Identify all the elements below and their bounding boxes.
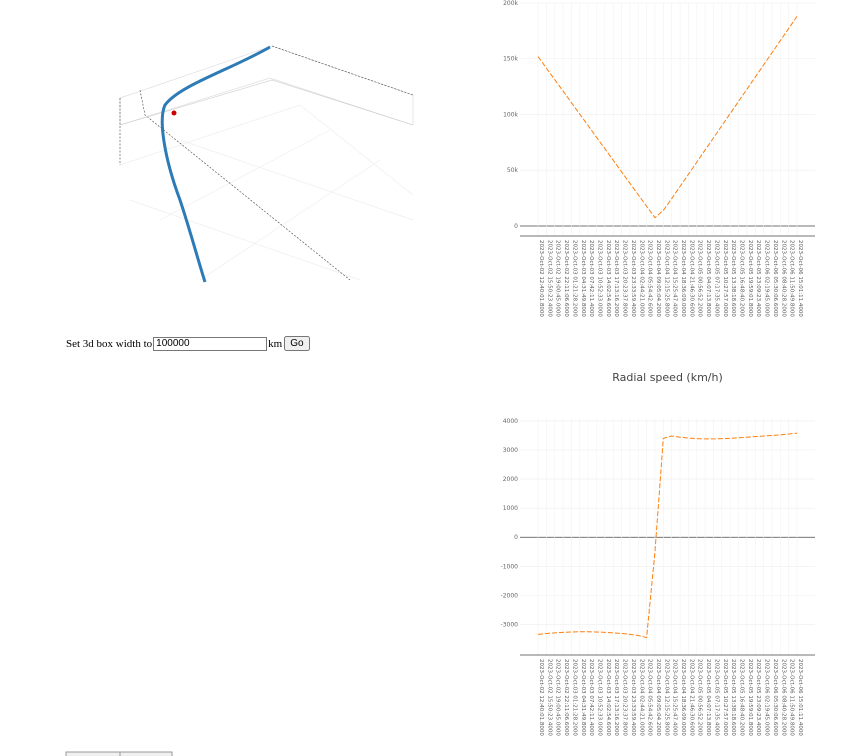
x-tick-label: 2023-Oct-03 20:23:37.8000 — [622, 659, 628, 736]
x-tick-label: 2023-Oct-06 11:50:49.8000 — [789, 659, 795, 736]
x-tick-label: 2023-Oct-03 07:42:11.4000 — [588, 659, 594, 736]
x-tick-label: 2023-Oct-03 07:42:11.4000 — [588, 240, 594, 317]
chart-title: Radial speed (km/h) — [612, 371, 723, 384]
x-tick-label: 2023-Oct-05 00:56:52.2000 — [697, 659, 703, 736]
y-tick-label: -1000 — [501, 563, 519, 570]
x-tick-label: 2023-Oct-04 09:05:04.2000 — [655, 659, 661, 736]
plot-3d — [119, 45, 414, 283]
y-tick-label: 0 — [514, 534, 518, 541]
x-tick-label: 2023-Oct-05 07:17:35.4000 — [713, 240, 719, 317]
y-tick-label: 200k — [503, 0, 518, 7]
x-tick-label: 2023-Oct-03 01:21:28.2000 — [571, 659, 577, 736]
x-tick-label: 2023-Oct-05 10:27:57.0000 — [722, 240, 728, 317]
x-tick-label: 2023-Oct-03 04:31:49.8000 — [580, 659, 586, 736]
x-tick-label: 2023-Oct-06 11:50:49.8000 — [789, 240, 795, 317]
x-tick-label: 2023-Oct-05 13:38:18.6000 — [730, 659, 736, 736]
x-tick-label: 2023-Oct-06 08:40:28.2000 — [780, 240, 786, 317]
x-tick-label: 2023-Oct-02 19:00:45.0000 — [555, 240, 561, 317]
y-tick-label: 1000 — [503, 505, 518, 512]
x-tick-label: 2023-Oct-02 22:11:06.6000 — [563, 659, 569, 736]
x-tick-label: 2023-Oct-05 16:48:40.2000 — [739, 240, 745, 317]
x-tick-label: 2023-Oct-05 19:59:01.8000 — [747, 659, 753, 736]
x-tick-label: 2023-Oct-03 20:23:37.8000 — [622, 240, 628, 317]
x-tick-label: 2023-Oct-05 07:17:35.4000 — [713, 659, 719, 736]
x-tick-label: 2023-Oct-05 19:59:01.8000 — [747, 240, 753, 317]
x-tick-label: 2023-Oct-02 12:40:01.8000 — [538, 240, 544, 317]
x-tick-label: 2023-Oct-03 17:13:16.2000 — [613, 659, 619, 736]
x-tick-label: 2023-Oct-04 12:15:25.8000 — [663, 240, 669, 317]
button[interactable] — [119, 751, 173, 756]
x-tick-label: 2023-Oct-04 05:54:42.6000 — [647, 659, 653, 736]
x-tick-label: 2023-Oct-04 12:15:25.8000 — [663, 659, 669, 736]
x-tick-label: 2023-Oct-04 02:44:21.0000 — [638, 240, 644, 317]
x-tick-label: 2023-Oct-05 13:38:18.6000 — [730, 240, 736, 317]
x-tick-label: 2023-Oct-05 16:48:40.2000 — [739, 659, 745, 736]
x-tick-label: 2023-Oct-03 04:31:49.8000 — [580, 240, 586, 317]
x-tick-label: 2023-Oct-04 02:44:21.0000 — [638, 659, 644, 736]
x-tick-label: 2023-Oct-03 17:13:16.2000 — [613, 240, 619, 317]
form: Set 3d box width to km Go — [66, 336, 310, 351]
x-tick-label: 2023-Oct-06 15:01:11.4000 — [797, 659, 803, 736]
y-tick-label: 50k — [507, 167, 519, 174]
x-tick-label: 2023-Oct-04 21:46:30.6000 — [688, 240, 694, 317]
x-tick-label: 2023-Oct-04 18:36:09.0000 — [680, 659, 686, 736]
x-tick-label: 2023-Oct-02 15:50:23.4000 — [546, 240, 552, 317]
x-tick-label: 2023-Oct-05 10:27:57.0000 — [722, 659, 728, 736]
x-tick-label: 2023-Oct-02 19:00:45.0000 — [555, 659, 561, 736]
x-tick-label: 2023-Oct-03 23:33:59.4000 — [630, 240, 636, 317]
x-tick-label: 2023-Oct-05 23:09:23.4000 — [755, 240, 761, 317]
x-tick-label: 2023-Oct-03 01:21:28.2000 — [571, 240, 577, 317]
x-tick-label: 2023-Oct-03 10:52:33.0000 — [596, 240, 602, 317]
x-tick-label: 2023-Oct-03 10:52:33.0000 — [596, 659, 602, 736]
x-tick-label: 2023-Oct-04 05:54:42.6000 — [647, 240, 653, 317]
x-tick-label: 2023-Oct-04 15:25:47.4000 — [672, 240, 678, 317]
y-tick-label: 2000 — [503, 476, 518, 483]
go-button[interactable]: Go — [284, 336, 310, 351]
x-tick-label: 2023-Oct-05 23:09:23.4000 — [755, 659, 761, 736]
x-tick-label: 2023-Oct-06 05:30:06.6000 — [772, 240, 778, 317]
y-tick-label: 150k — [503, 56, 518, 63]
x-tick-label: 2023-Oct-02 22:11:06.6000 — [563, 240, 569, 317]
y-tick-label: 0 — [514, 223, 518, 230]
x-tick-label: 2023-Oct-03 14:02:54.6000 — [605, 240, 611, 317]
x-tick-label: 2023-Oct-06 15:01:11.4000 — [797, 240, 803, 317]
data-line — [537, 432, 798, 639]
y-tick-label: -3000 — [501, 621, 519, 628]
x-tick-label: 2023-Oct-04 21:46:30.6000 — [688, 659, 694, 736]
x-tick-label: 2023-Oct-06 08:40:28.2000 — [780, 659, 786, 736]
y-tick-label: 100k — [503, 111, 518, 118]
x-tick-label: 2023-Oct-04 15:25:47.4000 — [672, 659, 678, 736]
width-input[interactable] — [153, 336, 268, 351]
x-tick-label: 2023-Oct-02 12:40:01.8000 — [538, 659, 544, 736]
x-tick-label: 2023-Oct-03 23:33:59.4000 — [630, 659, 636, 736]
x-tick-label: 2023-Oct-04 09:05:04.2000 — [655, 240, 661, 317]
x-tick-label: 2023-Oct-05 04:07:13.8000 — [705, 659, 711, 736]
unit-label: km — [268, 337, 283, 350]
x-tick-label: 2023-Oct-05 00:56:52.2000 — [697, 240, 703, 317]
form-label: Set 3d box width to — [66, 337, 153, 350]
x-tick-label: 2023-Oct-06 02:19:45.0000 — [764, 240, 770, 317]
x-tick-label: 2023-Oct-03 14:02:54.6000 — [605, 659, 611, 736]
y-tick-label: 4000 — [503, 418, 518, 425]
x-tick-label: 2023-Oct-05 04:07:13.8000 — [705, 240, 711, 317]
x-tick-label: 2023-Oct-02 15:50:23.4000 — [546, 659, 552, 736]
button[interactable] — [65, 751, 121, 756]
y-tick-label: -2000 — [501, 592, 519, 599]
x-tick-label: 2023-Oct-04 18:36:09.0000 — [680, 240, 686, 317]
data-line — [537, 16, 798, 219]
y-tick-label: 3000 — [503, 447, 518, 454]
x-tick-label: 2023-Oct-06 02:19:45.0000 — [764, 659, 770, 736]
x-tick-label: 2023-Oct-06 05:30:06.6000 — [772, 659, 778, 736]
